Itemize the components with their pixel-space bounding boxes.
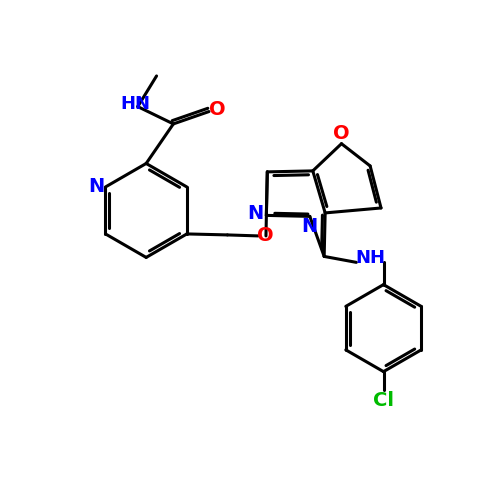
Text: HN: HN — [120, 95, 150, 113]
Text: Cl: Cl — [373, 391, 394, 410]
Text: O: O — [256, 226, 274, 246]
Text: N: N — [248, 204, 264, 223]
Text: O: O — [209, 100, 226, 119]
Text: N: N — [302, 217, 318, 236]
Text: O: O — [333, 124, 350, 144]
Text: N: N — [88, 178, 104, 197]
Text: NH: NH — [355, 250, 385, 268]
